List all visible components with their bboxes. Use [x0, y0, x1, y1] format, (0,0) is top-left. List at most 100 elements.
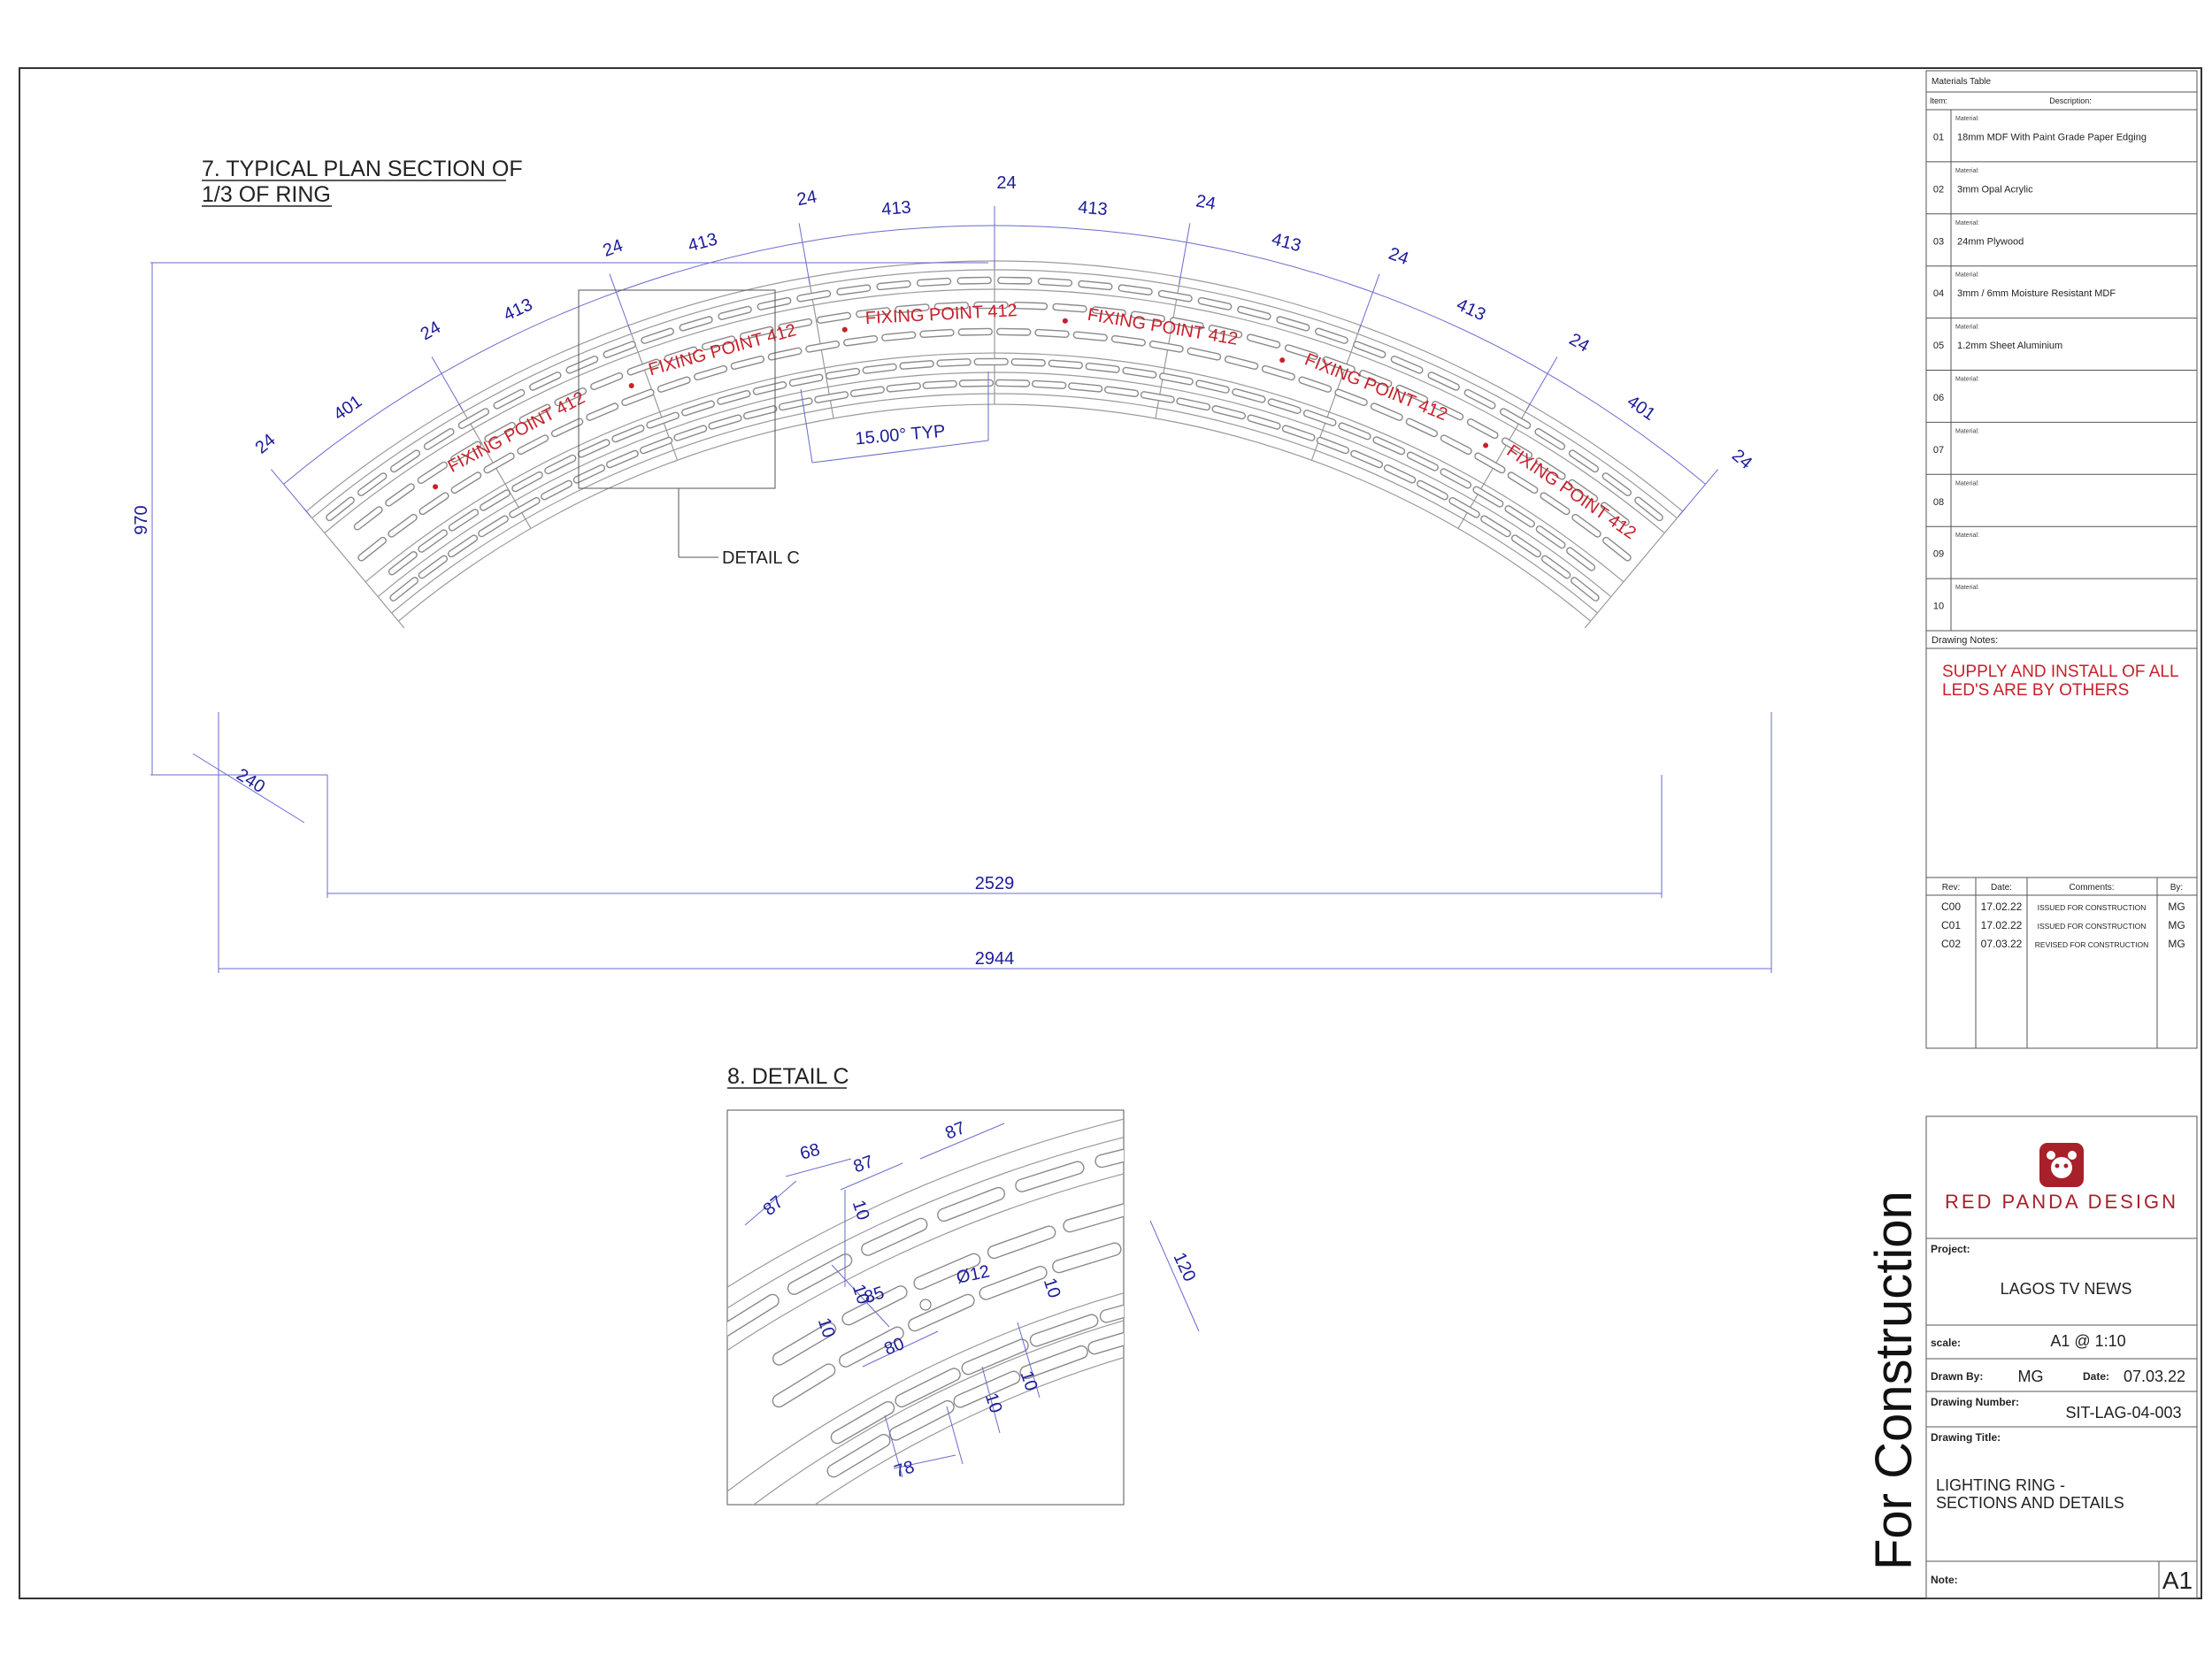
gap-dimension-label: 24 — [251, 430, 279, 457]
materials-row: 07 Material: — [1926, 421, 2197, 456]
led-slot — [708, 414, 742, 430]
led-slot — [1395, 384, 1429, 403]
materials-item-number: 07 — [1933, 445, 1944, 456]
led-slot — [1474, 452, 1506, 474]
rev-header-date: Date: — [1991, 883, 2012, 893]
led-slot — [541, 479, 572, 501]
led-slot — [1570, 577, 1600, 602]
materials-material-label: Material: — [1955, 533, 1979, 539]
led-slot — [1110, 334, 1146, 347]
led-slot — [611, 425, 645, 443]
led-slot — [1034, 328, 1070, 338]
revision-cell: MG — [2168, 900, 2185, 913]
led-slot — [450, 441, 482, 463]
led-slot — [1566, 547, 1596, 571]
led-slot — [484, 421, 516, 443]
led-slot — [1010, 357, 1046, 367]
detail-slot — [1063, 1202, 1124, 1233]
led-slot — [1157, 289, 1193, 303]
materials-item-number: 03 — [1933, 236, 1944, 247]
led-slot — [1078, 280, 1113, 291]
led-slot — [742, 405, 778, 420]
led-slot — [1267, 398, 1302, 415]
detail-dim-87b: 87 — [851, 1152, 876, 1176]
sheet-border — [19, 67, 2202, 1599]
led-slot — [1535, 525, 1566, 549]
led-slot — [544, 454, 577, 475]
rev-header-rev: Rev: — [1942, 883, 1961, 893]
led-slot — [1427, 372, 1460, 391]
led-slot — [718, 305, 752, 320]
materials-col-desc: Description: — [2049, 96, 2092, 105]
revision-cell: MG — [2168, 938, 2185, 950]
led-slot — [1568, 479, 1599, 502]
revision-cell: MG — [2168, 919, 2185, 931]
detail-slot — [987, 1225, 1056, 1260]
materials-material-label: Material: — [1955, 272, 1979, 279]
led-slot — [357, 536, 387, 562]
led-slot — [1540, 492, 1571, 516]
materials-row: 08 Material: — [1926, 473, 2197, 508]
led-slot — [478, 515, 509, 538]
revision-cell: 07.03.22 — [1981, 938, 2023, 950]
height-label: 970 — [132, 505, 151, 534]
led-slot — [805, 340, 841, 353]
led-slot — [509, 496, 541, 518]
fixing-point-marker — [1062, 318, 1068, 324]
led-slot — [1507, 471, 1539, 494]
revision-cell: C01 — [1941, 919, 1961, 931]
led-slot — [1463, 388, 1496, 410]
led-slot — [1130, 310, 1166, 323]
drawing-title-label: Drawing Title: — [1931, 1431, 2001, 1444]
led-slot — [919, 328, 955, 338]
for-construction-stamp: For Construction — [1865, 1191, 1923, 1570]
revision-cell: 17.02.22 — [1981, 919, 2023, 931]
red-panda-logo-icon — [2039, 1143, 2084, 1187]
detail-slot — [1094, 1139, 1124, 1169]
led-slot — [388, 551, 418, 576]
led-slot — [996, 327, 1032, 336]
segment-dimension-label: 401 — [1624, 392, 1659, 425]
revision-row: C02 07.03.22 REVISED FOR CONSTRUCTION MG — [1941, 938, 2185, 950]
led-slot — [1012, 301, 1048, 310]
led-slot — [1104, 386, 1140, 397]
led-slot — [816, 311, 852, 324]
detail-slot — [787, 1253, 853, 1295]
detail-slot — [913, 1253, 981, 1291]
led-slot — [550, 418, 584, 438]
ring-end — [303, 507, 405, 629]
led-slot — [1118, 284, 1153, 295]
led-slot — [796, 289, 832, 303]
led-slot — [605, 449, 639, 469]
detail-slot — [1087, 1324, 1124, 1355]
outer-width-label: 2944 — [975, 949, 1015, 969]
led-slot — [1448, 496, 1480, 518]
drawing-title-line2: SECTIONS AND DETAILS — [1936, 1494, 2124, 1512]
materials-description: 18mm MDF With Paint Grade Paper Edging — [1957, 132, 2147, 142]
led-slot — [572, 464, 606, 484]
revision-cell: ISSUED FOR CONSTRUCTION — [2038, 903, 2147, 912]
inner-width-label: 2529 — [975, 874, 1015, 893]
gap-dimension-label: 24 — [1194, 191, 1217, 214]
led-slot — [679, 316, 713, 332]
joint-extension — [1678, 469, 1719, 517]
led-slot — [326, 496, 355, 522]
company-name: RED PANDA DESIGN — [1945, 1191, 2178, 1213]
led-slot — [1032, 379, 1067, 389]
joint-extension — [1357, 273, 1380, 333]
led-slot — [590, 372, 624, 391]
led-slot — [1383, 464, 1417, 484]
detail-title: 8. DETAIL C — [727, 1064, 849, 1089]
gap-dimension-label: 24 — [418, 318, 444, 344]
led-slot — [752, 381, 787, 395]
segment-dimension-label: 413 — [686, 229, 719, 256]
materials-material-label: Material: — [1955, 220, 1979, 226]
led-slot — [1195, 379, 1230, 394]
materials-item-number: 04 — [1933, 288, 1944, 299]
hole-marker — [919, 1299, 932, 1311]
angle-dimension: 15.00° TYP — [800, 372, 989, 464]
led-slot — [1208, 325, 1243, 339]
outer-width-dimension: 2944 — [218, 712, 1772, 973]
detail-arc — [753, 1320, 1124, 1505]
led-slot — [1176, 397, 1211, 411]
